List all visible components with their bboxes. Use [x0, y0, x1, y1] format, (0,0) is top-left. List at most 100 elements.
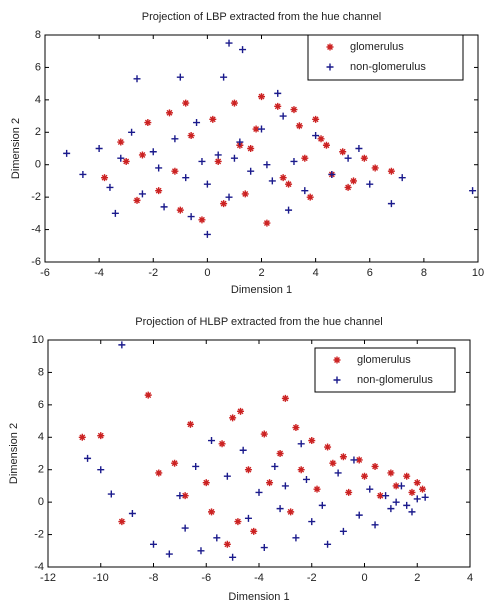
- point: [350, 456, 358, 464]
- point: [95, 145, 103, 152]
- point: [208, 437, 216, 445]
- x-tick-label: 6: [367, 267, 373, 279]
- point: [144, 391, 152, 399]
- point: [355, 456, 363, 464]
- point: [239, 446, 247, 454]
- point: [150, 540, 157, 548]
- point: [274, 89, 282, 97]
- point: [413, 479, 421, 487]
- point: [387, 167, 395, 175]
- point: [266, 479, 274, 487]
- point: [312, 132, 320, 140]
- x-tick-label: 4: [467, 572, 473, 584]
- point: [247, 167, 255, 175]
- point: [344, 154, 352, 162]
- point: [118, 518, 126, 526]
- point: [101, 174, 109, 182]
- point: [366, 180, 374, 188]
- point: [408, 508, 416, 516]
- point: [382, 492, 390, 500]
- point: [171, 167, 179, 175]
- point: [324, 443, 332, 451]
- x-tick-label: -8: [149, 572, 159, 584]
- point: [122, 157, 130, 165]
- point: [250, 527, 258, 535]
- point: [165, 550, 173, 558]
- point: [258, 93, 265, 101]
- point: [133, 196, 141, 204]
- point: [281, 394, 289, 402]
- legend-marker: [333, 376, 341, 384]
- x-axis-label: Dimension 1: [231, 284, 292, 296]
- point: [313, 485, 321, 493]
- x-tick-label: 0: [204, 267, 210, 279]
- point: [355, 145, 363, 152]
- point: [271, 462, 279, 470]
- point: [290, 106, 298, 114]
- point: [214, 151, 222, 159]
- y-tick-label: 6: [35, 61, 41, 73]
- point: [202, 479, 210, 487]
- legend: [314, 347, 456, 393]
- point: [397, 482, 405, 490]
- point: [290, 157, 298, 165]
- point: [279, 112, 287, 120]
- x-tick-label: 2: [258, 267, 264, 279]
- legend-label: non-glomerulus: [357, 374, 433, 386]
- point: [117, 154, 125, 162]
- x-tick-label: -2: [307, 572, 317, 584]
- y-tick-label: 2: [35, 126, 41, 138]
- x-axis-label: Dimension 1: [228, 591, 289, 603]
- point: [421, 493, 429, 501]
- x-tick-label: 8: [421, 267, 427, 279]
- point: [223, 472, 231, 480]
- y-tick-label: 10: [32, 334, 44, 346]
- x-tick-label: 4: [313, 267, 319, 279]
- point: [187, 213, 195, 221]
- point: [360, 154, 368, 162]
- point: [223, 540, 231, 548]
- point: [193, 119, 201, 127]
- point: [160, 203, 168, 211]
- y-tick-label: 0: [38, 496, 44, 508]
- x-tick-label: -6: [201, 572, 211, 584]
- point: [97, 432, 105, 440]
- point: [361, 472, 368, 480]
- point: [230, 154, 238, 162]
- x-tick-label: -4: [254, 572, 264, 584]
- point: [403, 501, 411, 509]
- point: [350, 177, 358, 185]
- point: [209, 115, 217, 123]
- point: [118, 341, 126, 349]
- point: [301, 154, 309, 162]
- point: [339, 527, 347, 535]
- point: [138, 190, 146, 198]
- point: [78, 433, 86, 441]
- point: [376, 492, 384, 500]
- point: [322, 141, 330, 149]
- point: [106, 183, 114, 191]
- point: [97, 466, 105, 474]
- y-tick-label: -2: [34, 528, 44, 540]
- point: [413, 495, 421, 503]
- point: [182, 99, 190, 107]
- point: [171, 135, 179, 143]
- point: [387, 505, 395, 513]
- point: [312, 115, 320, 123]
- point: [387, 200, 395, 208]
- legend-marker: [326, 63, 334, 71]
- point: [469, 187, 477, 195]
- point: [292, 424, 300, 432]
- point: [198, 157, 206, 165]
- point: [306, 193, 314, 201]
- x-tick-label: -4: [94, 267, 104, 279]
- point: [197, 547, 205, 555]
- legend-label: glomerulus: [350, 41, 404, 53]
- point: [111, 209, 119, 217]
- x-tick-label: 10: [472, 267, 484, 279]
- point: [247, 145, 255, 152]
- point: [308, 437, 316, 445]
- point: [225, 39, 233, 47]
- x-tick-label: -6: [40, 267, 50, 279]
- point: [203, 180, 211, 188]
